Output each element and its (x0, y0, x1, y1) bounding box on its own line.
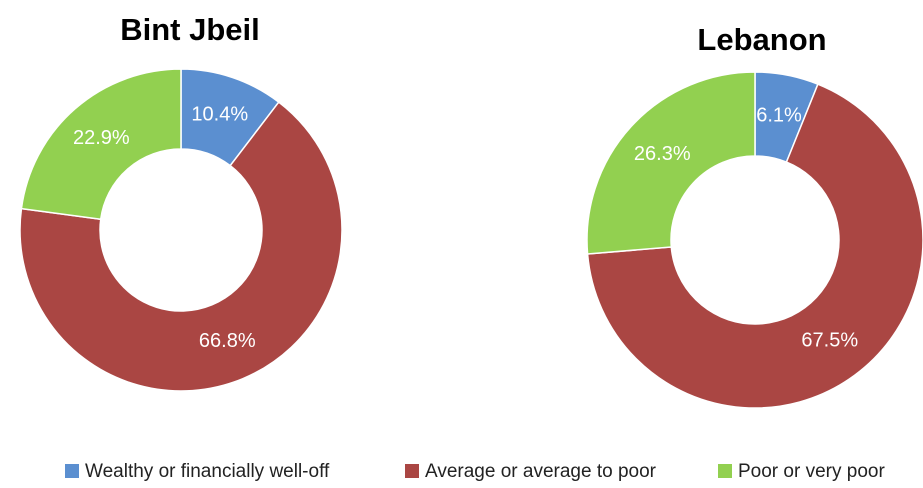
legend-swatch (405, 464, 419, 478)
legend-label: Average or average to poor (425, 461, 657, 482)
legend-label: Wealthy or financially well-off (85, 461, 330, 482)
value-label: 67.5% (801, 330, 858, 352)
chart-title: Bint Jbeil (120, 12, 260, 47)
chart-title: Lebanon (697, 22, 826, 57)
legend-swatch (718, 464, 732, 478)
donut-wedge (20, 68, 182, 221)
legend-label: Poor or very poor (738, 461, 885, 482)
value-label: 66.8% (199, 330, 256, 352)
donut-wedge (19, 101, 343, 392)
value-label: 26.3% (634, 143, 691, 165)
value-label: 10.4% (191, 104, 248, 126)
legend-swatch (65, 464, 79, 478)
value-label: 22.9% (73, 127, 130, 149)
donut-wedge (586, 71, 756, 255)
value-label: 6.1% (756, 105, 802, 127)
